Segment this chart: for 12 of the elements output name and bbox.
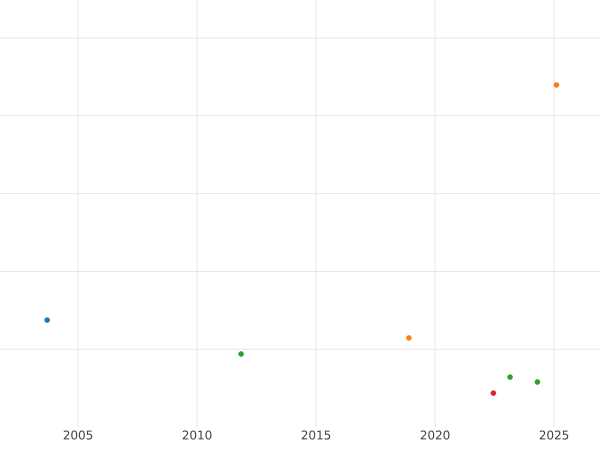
x-tick-label: 2010 xyxy=(182,430,212,440)
point xyxy=(44,317,50,323)
x-tick-label: 2025 xyxy=(540,430,568,440)
point xyxy=(534,379,540,385)
x-tick-label: 2020 xyxy=(420,430,450,440)
point xyxy=(507,374,513,380)
point xyxy=(490,390,496,396)
x-tick-label: 2005 xyxy=(64,430,92,440)
x-tick-label: 2015 xyxy=(302,430,330,440)
point xyxy=(406,335,412,341)
point xyxy=(554,82,560,88)
point xyxy=(238,351,244,357)
